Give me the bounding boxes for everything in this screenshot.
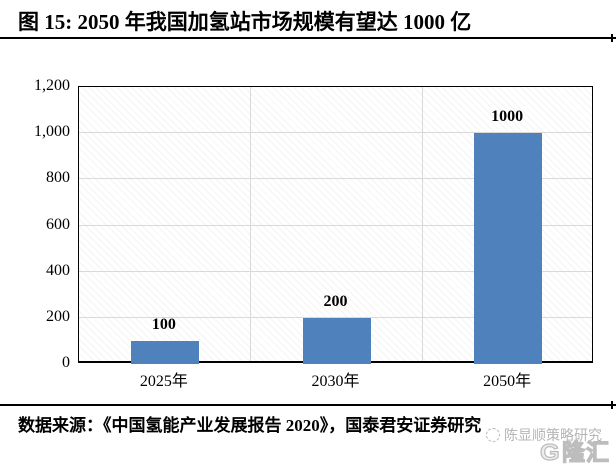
bar-2050年: [474, 133, 543, 364]
logo-g-mark: G: [540, 438, 561, 465]
gridlines: [79, 87, 592, 361]
y-tick-label: 800: [46, 169, 70, 187]
bar-2030年: [302, 317, 371, 364]
figure-title: 图 15: 2050 年我国加氢站市场规模有望达 1000 亿: [18, 10, 472, 34]
y-tick-label: 1,000: [34, 123, 70, 141]
y-tick-label: 600: [46, 215, 70, 233]
title-divider: [0, 34, 616, 42]
plot-area: [78, 86, 593, 364]
y-tick-label: 400: [46, 261, 70, 279]
logo-text: 隆汇: [561, 438, 610, 465]
bar-value-label: 200: [323, 292, 348, 310]
bar-series: [79, 87, 592, 364]
horizontal-gridline: [79, 178, 592, 180]
x-tick-label: 2030年: [311, 373, 360, 390]
bar-2025年: [130, 340, 199, 364]
horizontal-gridline: [79, 270, 592, 272]
vertical-gridline: [250, 87, 252, 361]
x-tick-label: 2050年: [483, 373, 532, 390]
watermark-stamp-icon: [486, 428, 500, 442]
horizontal-gridline: [79, 132, 592, 134]
watermark: 陈显顺策略研究: [486, 425, 602, 445]
y-tick-label: 1,200: [34, 77, 70, 94]
bar-value-label: 100: [151, 315, 176, 333]
vertical-gridline: [421, 87, 423, 361]
horizontal-gridline: [79, 224, 592, 226]
x-tick-label: 2025年: [139, 373, 188, 390]
source-note: 数据来源：《中国氢能产业发展报告 2020》，国泰君安证券研究: [18, 416, 482, 435]
gelonghui-logo-icon: G隆汇: [540, 433, 610, 467]
y-tick-label: 200: [46, 307, 70, 325]
watermark-text: 陈显顺策略研究: [504, 427, 602, 443]
bar-value-label: 1000: [491, 108, 524, 126]
y-tick-label: 0: [62, 354, 70, 371]
horizontal-gridline: [79, 316, 592, 318]
footer-divider: [0, 401, 616, 409]
